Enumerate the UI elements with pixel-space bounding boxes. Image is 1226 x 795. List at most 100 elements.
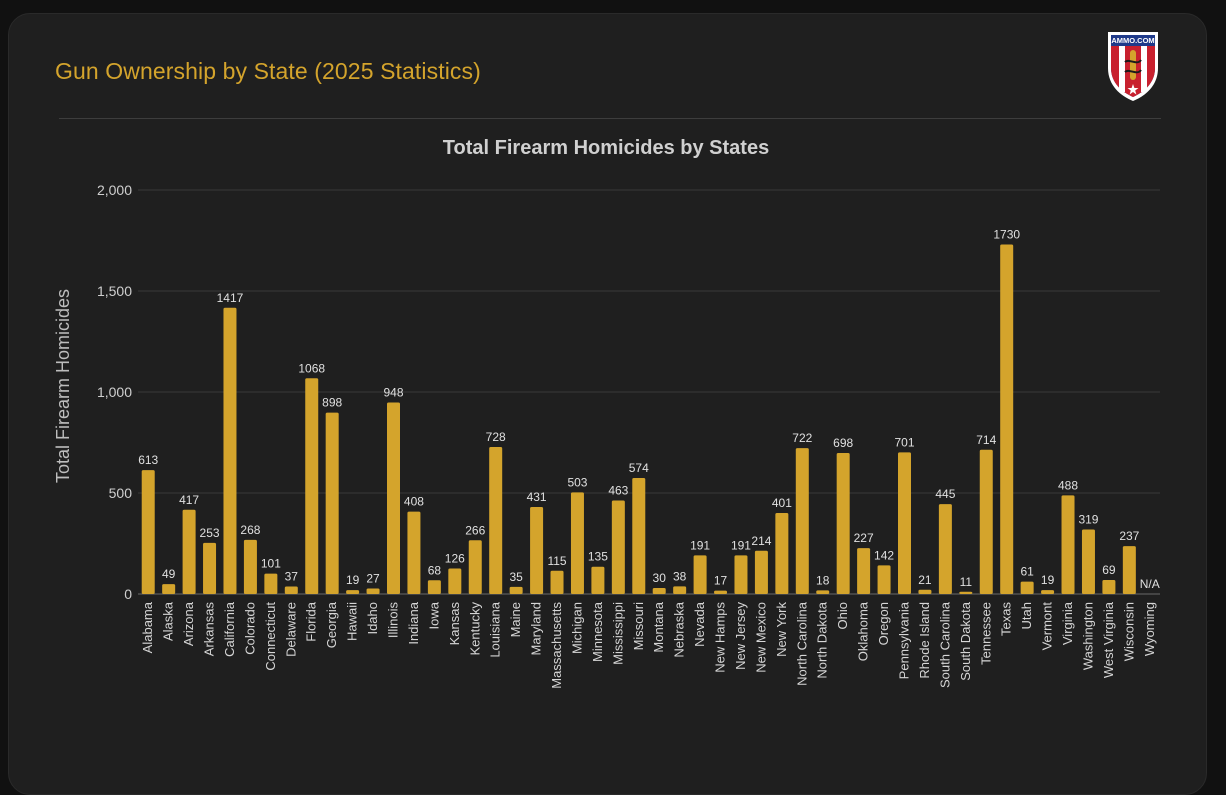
x-tick-label: Massachusetts — [549, 602, 564, 689]
bar[interactable] — [1061, 495, 1075, 594]
data-label: 268 — [240, 523, 260, 537]
bar[interactable] — [427, 580, 441, 594]
bar[interactable] — [734, 555, 748, 594]
x-tick-label: Rhode Island — [917, 602, 932, 679]
x-tick-label: Texas — [999, 602, 1014, 636]
x-tick-label: Hawaii — [345, 602, 360, 641]
bar[interactable] — [611, 500, 625, 594]
bar[interactable] — [652, 587, 666, 594]
bar[interactable] — [754, 550, 768, 594]
bar[interactable] — [530, 506, 544, 594]
x-tick-label: New Hamps — [713, 602, 728, 673]
bar[interactable] — [550, 570, 564, 594]
bar[interactable] — [448, 568, 462, 594]
bar[interactable] — [325, 412, 339, 594]
bar[interactable] — [223, 307, 237, 594]
x-tick-label: Georgia — [324, 601, 339, 648]
data-label: 1068 — [298, 361, 325, 375]
bar[interactable] — [1102, 580, 1116, 594]
bar[interactable] — [407, 511, 421, 594]
data-label: 11 — [960, 575, 973, 589]
bar[interactable] — [1122, 546, 1136, 594]
data-label: 115 — [547, 554, 566, 568]
bar[interactable] — [366, 588, 380, 594]
bar[interactable] — [1020, 581, 1034, 594]
x-tick-label: Connecticut — [263, 602, 278, 671]
x-tick-label: West Virginia — [1101, 601, 1116, 678]
chart-title: Total Firearm Homicides by States — [443, 137, 769, 159]
x-tick-label: Alabama — [140, 601, 155, 653]
bar[interactable] — [775, 512, 789, 594]
x-tick-label: Missouri — [631, 602, 646, 651]
bar[interactable] — [264, 573, 278, 594]
data-label: 463 — [608, 483, 628, 497]
data-label: 408 — [404, 495, 424, 509]
bar[interactable] — [714, 590, 728, 594]
data-label: 142 — [874, 548, 894, 562]
data-label: 61 — [1020, 565, 1034, 579]
bar[interactable] — [1081, 529, 1095, 594]
bar[interactable] — [591, 566, 605, 594]
bar[interactable] — [938, 504, 952, 594]
data-label: 191 — [731, 538, 751, 552]
data-label: 37 — [285, 570, 299, 584]
bar[interactable] — [959, 591, 973, 594]
bar[interactable] — [877, 565, 891, 594]
x-tick-label: Washington — [1080, 602, 1095, 670]
bar[interactable] — [979, 449, 993, 594]
x-tick-label: Mississippi — [610, 602, 625, 665]
data-label: 19 — [1041, 573, 1055, 587]
bar[interactable] — [489, 446, 503, 594]
bar[interactable] — [162, 584, 176, 594]
x-tick-label: Colorado — [242, 602, 257, 655]
bar[interactable] — [632, 478, 646, 594]
bar[interactable] — [141, 470, 155, 594]
ammo-logo[interactable]: AMMO.COM — [1105, 30, 1161, 102]
bar[interactable] — [918, 589, 932, 594]
data-label: 35 — [509, 570, 523, 584]
x-tick-label: Nebraska — [672, 601, 687, 657]
x-tick-label: Maryland — [529, 602, 544, 655]
bar-chart: Total Firearm Homicides by States Total … — [53, 137, 1160, 689]
x-tick-label: Arkansas — [202, 602, 217, 657]
bar[interactable] — [1041, 590, 1055, 594]
data-label: 253 — [200, 526, 220, 540]
bar[interactable] — [509, 586, 523, 594]
data-label: 191 — [690, 538, 710, 552]
x-tick-label: Delaware — [283, 602, 298, 657]
bar[interactable] — [346, 590, 360, 594]
bar[interactable] — [693, 555, 707, 594]
bar[interactable] — [468, 540, 482, 594]
x-tick-label: Kentucky — [467, 602, 482, 656]
x-tick-label: Montana — [651, 601, 666, 652]
data-label: 431 — [527, 490, 547, 504]
bar[interactable] — [673, 586, 687, 594]
bar[interactable] — [898, 452, 911, 594]
data-label: 401 — [772, 496, 792, 510]
y-axis-label: Total Firearm Homicides — [53, 289, 73, 483]
bar[interactable] — [836, 453, 850, 594]
x-tick-label: Idaho — [365, 602, 380, 635]
x-tick-label: Wyoming — [1142, 602, 1157, 656]
bar[interactable] — [1000, 244, 1014, 595]
bar[interactable] — [305, 378, 319, 594]
x-tick-label: Virginia — [1060, 601, 1075, 645]
bar[interactable] — [203, 542, 217, 594]
data-label: 21 — [918, 573, 932, 587]
bar[interactable] — [816, 590, 830, 594]
x-tick-label: Minnesota — [590, 601, 605, 662]
bar[interactable] — [795, 448, 809, 594]
data-label: 722 — [792, 431, 812, 445]
bar[interactable] — [570, 492, 584, 594]
bar[interactable] — [857, 548, 871, 594]
data-label: 503 — [567, 475, 587, 489]
bar[interactable] — [243, 539, 257, 594]
bar[interactable] — [387, 402, 400, 594]
bar[interactable] — [284, 586, 298, 594]
x-tick-label: Oregon — [876, 602, 891, 645]
bar[interactable] — [182, 509, 196, 594]
x-tick-label: Utah — [1019, 602, 1034, 629]
data-label: 237 — [1119, 529, 1139, 543]
data-label: 101 — [261, 557, 281, 571]
x-tick-label: California — [222, 601, 237, 657]
